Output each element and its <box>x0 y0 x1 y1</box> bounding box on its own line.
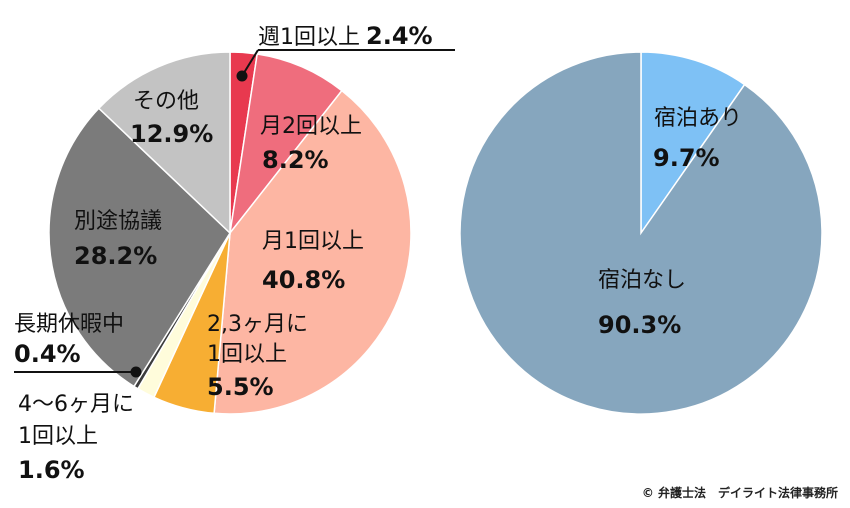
label-stay-yes-name: 宿泊あり <box>654 106 742 131</box>
label-m46-value: 1.6% <box>18 456 85 484</box>
pie1-slice-6 <box>48 107 231 388</box>
pie1-slice-7 <box>97 51 231 235</box>
pie1-slice-1 <box>228 53 343 236</box>
pie-chart-overnight-stay <box>459 51 823 415</box>
label-month1-name: 月1回以上 <box>262 229 364 254</box>
label-month1-value: 40.8% <box>262 266 345 294</box>
label-m23-line2: 1回以上 <box>207 342 287 367</box>
label-other-value: 12.9% <box>130 120 213 148</box>
label-separate-name: 別途協議 <box>74 209 162 234</box>
pie1-slice-2 <box>213 89 412 415</box>
label-weekly: 週1回以上 2.4% <box>258 22 433 50</box>
leader-dot-weekly <box>236 70 248 82</box>
label-other-name: その他 <box>133 89 199 114</box>
label-stay-no-value: 90.3% <box>598 311 681 339</box>
label-m23-value: 5.5% <box>207 373 274 401</box>
label-stay-no-name: 宿泊なし <box>598 268 686 293</box>
label-holiday-value: 0.4% <box>14 340 81 368</box>
label-weekly-name: 週1回以上 <box>258 25 360 50</box>
pie2-slice-1 <box>459 51 823 415</box>
label-separate-value: 28.2% <box>74 242 157 270</box>
label-m23-line1: 2,3ヶ月に <box>207 312 308 337</box>
label-weekly-value: 2.4% <box>366 22 433 50</box>
label-month2-value: 8.2% <box>262 146 329 174</box>
copyright-credit: © 弁護士法 デイライト法律事務所 <box>642 485 838 500</box>
pie2-slice-0 <box>640 51 746 236</box>
label-month2-name: 月2回以上 <box>260 114 362 139</box>
pie-chart-visit-frequency <box>48 51 412 415</box>
label-holiday-name: 長期休暇中 <box>14 312 124 337</box>
label-stay-yes-value: 9.7% <box>653 144 720 172</box>
leader-dot-holiday <box>130 366 142 378</box>
label-m46-line2: 1回以上 <box>18 424 98 449</box>
label-m46-line1: 4〜6ヶ月に <box>18 392 134 417</box>
